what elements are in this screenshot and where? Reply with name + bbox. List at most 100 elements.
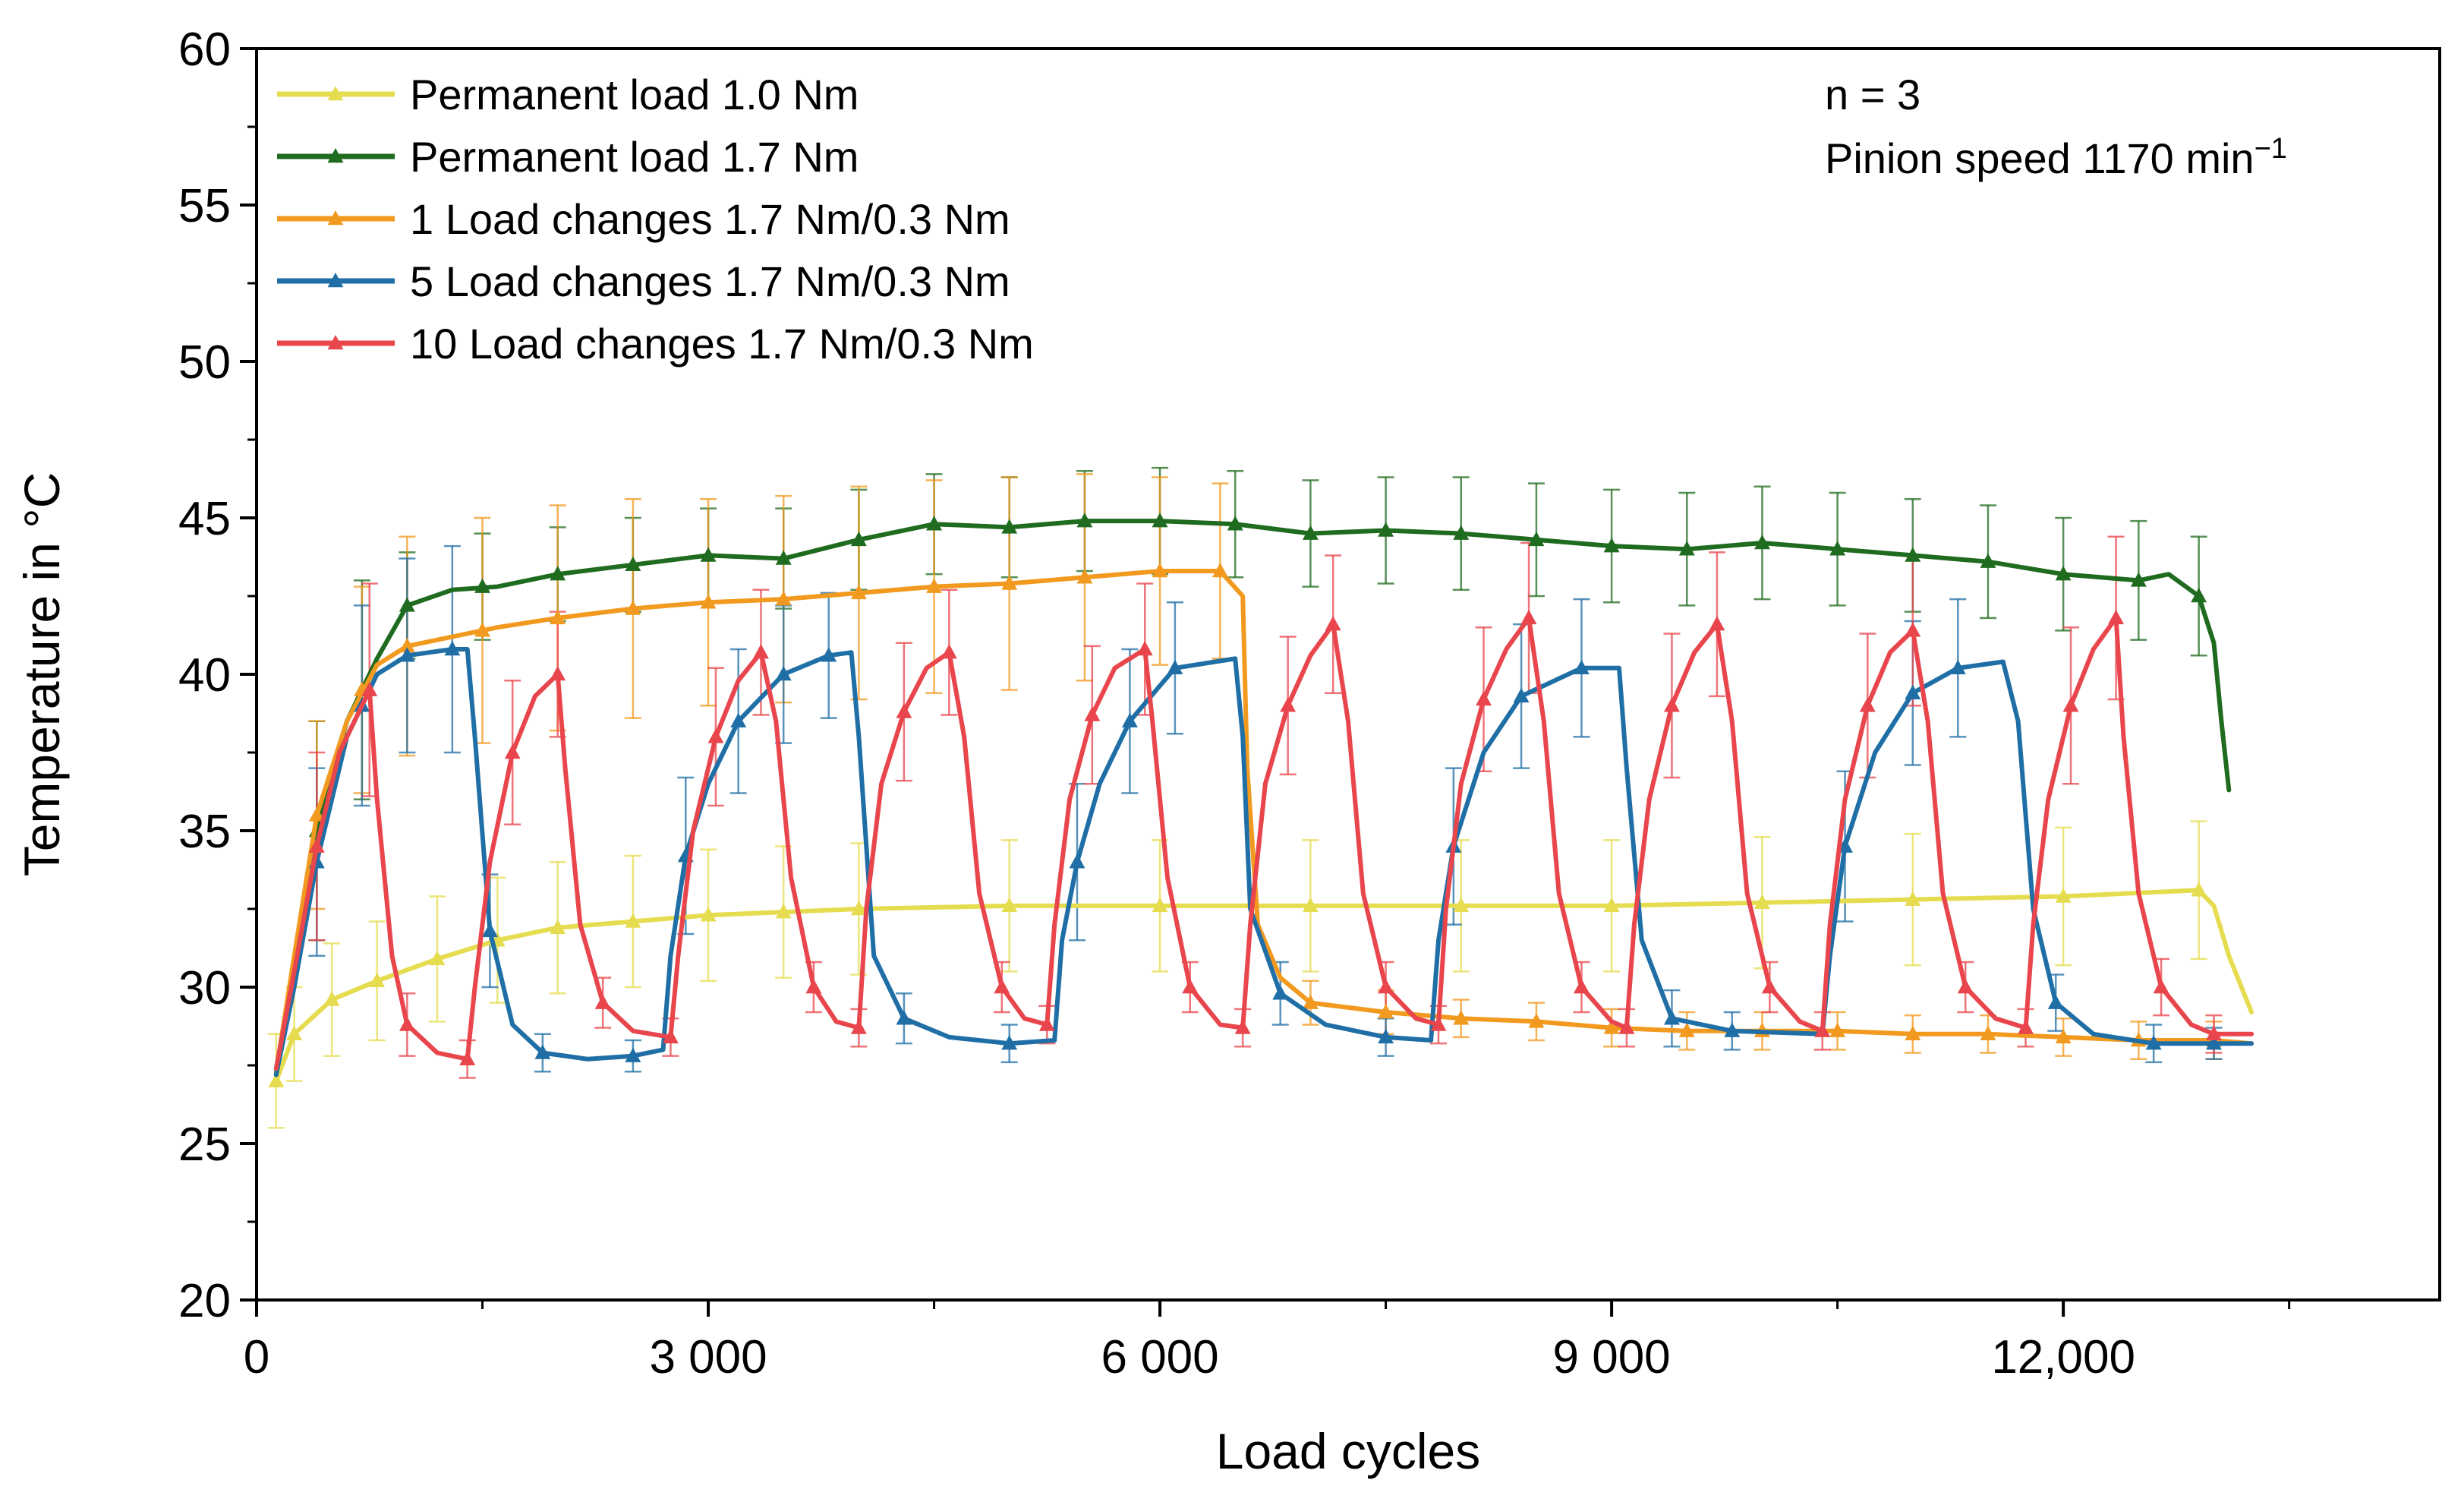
data-point-marker (1453, 525, 1470, 540)
data-point-marker (1603, 897, 1620, 913)
data-point-marker (1829, 1022, 1846, 1037)
data-point-marker (474, 622, 490, 637)
legend-label: Permanent load 1.7 Nm (410, 133, 859, 181)
data-point-marker (926, 516, 943, 531)
data-point-marker (459, 1050, 476, 1066)
data-point-marker (730, 712, 747, 728)
x-tick-label: 0 (244, 1331, 269, 1384)
x-tick-label: 6 000 (1101, 1331, 1218, 1384)
y-tick-label: 55 (178, 180, 231, 232)
data-point-marker (1859, 697, 1876, 712)
data-point-marker (2206, 1035, 2222, 1050)
data-point-marker (361, 681, 378, 696)
legend-item: Permanent load 1.0 Nm (277, 71, 859, 118)
legend-label: 10 Load changes 1.7 Nm/0.3 Nm (410, 320, 1034, 368)
data-point-marker (1152, 563, 1168, 578)
data-point-marker (707, 728, 724, 743)
data-point-marker (700, 594, 717, 609)
data-point-marker (1212, 563, 1228, 578)
data-point-marker (2130, 572, 2147, 587)
data-point-marker (323, 991, 340, 1006)
series-2 (273, 513, 2232, 1077)
data-point-marker (1069, 853, 1085, 869)
x-tick-label: 3 000 (649, 1331, 767, 1384)
legend-swatch-marker (327, 335, 344, 350)
y-tick-label: 20 (178, 1275, 231, 1327)
data-point-marker (753, 644, 769, 659)
y-tick-label: 40 (178, 649, 231, 702)
data-point-marker (1121, 712, 1138, 728)
annotation-pinion-speed: Pinion speed 1170 min−1 (1825, 133, 2287, 182)
legend-swatch-marker (327, 273, 344, 288)
data-point-marker (594, 994, 611, 1009)
data-point-marker (2206, 1025, 2222, 1041)
y-tick-label: 35 (178, 806, 231, 858)
data-point-marker (1302, 525, 1319, 540)
data-point-marker (2108, 609, 2125, 625)
data-point-marker (1905, 547, 1921, 562)
data-point-marker (775, 550, 792, 565)
data-point-marker (1001, 1035, 1018, 1050)
data-point-marker (1453, 897, 1470, 913)
data-point-marker (504, 744, 521, 759)
annotation-n: n = 3 (1825, 71, 1920, 118)
data-point-marker (662, 1028, 679, 1044)
y-axis: 20 25 30 35 40 45 50 55 60 (178, 24, 257, 1327)
data-point-marker (1603, 538, 1620, 553)
data-point-marker (1528, 531, 1545, 547)
data-point-marker (775, 591, 792, 606)
data-point-marker (941, 644, 957, 659)
data-point-marker (2191, 588, 2207, 603)
data-point-marker (1001, 897, 1018, 913)
data-point-marker (2145, 1035, 2162, 1050)
data-point-marker (1182, 979, 1199, 994)
data-point-marker (550, 566, 566, 581)
series-5 (273, 609, 2254, 1071)
data-point-marker (1453, 1010, 1470, 1025)
x-tick-label: 12,000 (1991, 1331, 2135, 1384)
data-point-marker (850, 1019, 867, 1034)
data-point-marker (1905, 684, 1921, 699)
legend-label: Permanent load 1.0 Nm (410, 71, 859, 118)
series-4 (273, 641, 2254, 1077)
data-point-marker (550, 609, 566, 625)
data-point-marker (1227, 516, 1243, 531)
data-point-marker (1302, 994, 1319, 1009)
data-point-marker (2055, 888, 2072, 903)
data-point-marker (1476, 690, 1492, 706)
data-point-marker (308, 838, 325, 853)
data-point-marker (1378, 1028, 1394, 1044)
legend-swatch-marker (327, 148, 344, 163)
data-point-marker (1520, 609, 1537, 625)
y-tick-label: 45 (178, 493, 231, 545)
data-point-marker (369, 972, 386, 988)
data-point-marker (2055, 566, 2072, 581)
data-point-marker (1001, 519, 1018, 534)
data-point-marker (821, 647, 837, 662)
data-point-marker (1709, 616, 1725, 631)
data-point-marker (1167, 659, 1183, 675)
data-point-marker (481, 922, 498, 938)
data-point-marker (1905, 891, 1921, 906)
data-point-marker (625, 556, 641, 572)
data-point-marker (625, 600, 641, 615)
data-point-marker (1678, 541, 1695, 556)
data-point-marker (1678, 1022, 1695, 1037)
data-point-marker (625, 1047, 641, 1062)
data-point-marker (399, 1016, 415, 1031)
data-point-marker (896, 1010, 912, 1025)
data-point-marker (2191, 882, 2207, 897)
data-point-marker (1513, 687, 1530, 703)
data-point-marker (1603, 1019, 1620, 1034)
data-point-marker (1378, 522, 1394, 537)
annotation-speed-text: Pinion speed 1170 min (1825, 134, 2254, 182)
series-line (273, 647, 2254, 1077)
legend-label: 5 Load changes 1.7 Nm/0.3 Nm (410, 257, 1010, 305)
data-point-marker (850, 584, 867, 600)
data-point-marker (2018, 1019, 2034, 1034)
data-point-marker (1076, 513, 1093, 528)
data-point-marker (1378, 1003, 1394, 1019)
legend-item: 10 Load changes 1.7 Nm/0.3 Nm (277, 320, 1034, 368)
data-point-marker (1905, 622, 1921, 637)
